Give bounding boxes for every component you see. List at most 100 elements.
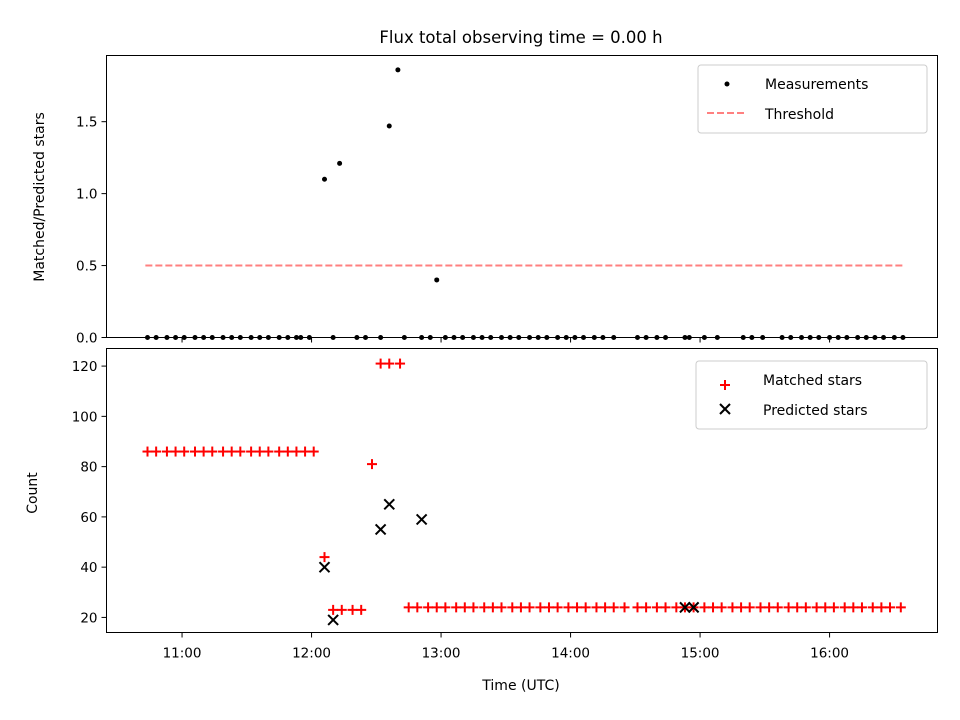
matched-star-point bbox=[496, 602, 507, 613]
matched-star-point bbox=[867, 602, 878, 613]
matched-star-point bbox=[524, 602, 535, 613]
measurement-legend-marker bbox=[724, 81, 730, 87]
matched-star-point bbox=[151, 446, 162, 457]
y-tick-label: 40 bbox=[80, 560, 97, 576]
predicted-legend-marker bbox=[719, 403, 731, 415]
matched-star-point bbox=[580, 602, 591, 613]
y-tick-label: 0.0 bbox=[76, 331, 97, 347]
count-panel: Count 20 40 60 80 100 120 11:00 12:00 13:00 14:0… bbox=[25, 348, 938, 694]
predicted-star-point bbox=[383, 498, 395, 511]
matched-star-point bbox=[764, 602, 775, 613]
matched-star-point bbox=[839, 602, 850, 613]
matched-star-point bbox=[468, 602, 479, 613]
matched-star-point bbox=[375, 358, 386, 369]
matched-star-point bbox=[423, 602, 434, 613]
matched-star-point bbox=[440, 602, 451, 613]
ratio-axes-frame bbox=[106, 55, 938, 338]
x-axis-title: Time (UTC) bbox=[481, 678, 559, 694]
matched-star-point bbox=[772, 602, 783, 613]
matched-star-point bbox=[142, 446, 153, 457]
matched-star-point bbox=[671, 602, 682, 613]
matched-star-point bbox=[736, 602, 747, 613]
matched-star-point bbox=[876, 602, 887, 613]
x-tick-label: 12:00 bbox=[292, 646, 331, 662]
matched-star-point bbox=[641, 602, 652, 613]
matched-star-point bbox=[291, 446, 302, 457]
x-tick-label: 16:00 bbox=[810, 646, 849, 662]
matched-star-point bbox=[552, 602, 563, 613]
matched-star-point bbox=[336, 604, 347, 615]
y-tick-label: 120 bbox=[72, 359, 98, 375]
count-legend: Matched stars Predicted stars bbox=[695, 360, 928, 430]
matched-star-point bbox=[811, 602, 822, 613]
matched-star-point bbox=[572, 602, 583, 613]
matched-star-point bbox=[885, 602, 896, 613]
measurement-point bbox=[386, 123, 392, 129]
matched-star-point bbox=[716, 602, 727, 613]
matched-star-point bbox=[608, 602, 619, 613]
matched-star-point bbox=[274, 446, 285, 457]
matched-star-point bbox=[708, 602, 719, 613]
legend-matched-stars: Matched stars bbox=[763, 373, 862, 389]
matched-star-point bbox=[218, 446, 229, 457]
matched-star-point bbox=[263, 446, 274, 457]
x-tick-label: 13:00 bbox=[422, 646, 461, 662]
matched-star-point bbox=[600, 602, 611, 613]
matched-star-point bbox=[856, 602, 867, 613]
matched-star-point bbox=[246, 446, 257, 457]
count-marks bbox=[142, 358, 906, 626]
predicted-star-point bbox=[374, 523, 387, 536]
measurement-point bbox=[434, 277, 440, 283]
predicted-star-point bbox=[687, 601, 700, 614]
matched-legend-marker bbox=[720, 380, 730, 390]
matched-star-point bbox=[319, 552, 330, 563]
count-legend-box bbox=[695, 360, 928, 430]
measurement-point bbox=[395, 67, 401, 73]
x-tick-label: 11:00 bbox=[163, 646, 202, 662]
matched-star-point bbox=[356, 604, 367, 615]
matched-star-point bbox=[226, 446, 237, 457]
y-tick-label: 1.5 bbox=[76, 115, 97, 131]
matched-star-point bbox=[395, 358, 406, 369]
ratio-legend-box bbox=[697, 64, 928, 134]
predicted-star-point bbox=[318, 561, 331, 573]
y-tick-label: 80 bbox=[80, 460, 97, 476]
matched-star-point bbox=[820, 602, 831, 613]
measurement-point bbox=[322, 176, 328, 182]
y-tick-label: 60 bbox=[80, 510, 97, 526]
matched-star-point bbox=[431, 602, 442, 613]
y-tick-label: 20 bbox=[80, 610, 97, 626]
matched-star-point bbox=[207, 446, 218, 457]
ratio-x-ticks bbox=[181, 337, 831, 343]
matched-star-point bbox=[651, 602, 662, 613]
matched-star-point bbox=[727, 602, 738, 613]
matched-star-point bbox=[828, 602, 839, 613]
measurement-point bbox=[337, 160, 343, 166]
matched-star-point bbox=[412, 602, 423, 613]
matched-star-point bbox=[800, 602, 811, 613]
predicted-star-point bbox=[327, 614, 339, 626]
matched-star-point bbox=[848, 602, 859, 613]
matched-star-point bbox=[487, 602, 498, 613]
ratio-y-axis: 0.0 0.5 1.0 1.5 bbox=[76, 115, 107, 347]
count-x-axis: 11:00 12:00 13:00 14:00 15:00 16:00 bbox=[163, 632, 849, 662]
matched-star-point bbox=[308, 446, 319, 457]
matched-star-point bbox=[591, 602, 602, 613]
ratio-panel: Matched/Predicted stars 0.0 0.5 1.0 1.5 Mea… bbox=[32, 55, 938, 347]
matched-star-point bbox=[198, 446, 209, 457]
matched-star-point bbox=[328, 604, 339, 615]
matched-star-point bbox=[300, 446, 311, 457]
y-tick-label: 100 bbox=[72, 409, 98, 425]
matched-star-point bbox=[179, 446, 190, 457]
count-ylabel: Count bbox=[25, 472, 41, 514]
ratio-legend: Measurements Threshold bbox=[697, 64, 928, 134]
matched-star-point bbox=[235, 446, 246, 457]
matched-star-point bbox=[783, 602, 794, 613]
matched-star-point bbox=[543, 602, 554, 613]
matched-star-point bbox=[366, 459, 377, 470]
y-tick-label: 0.5 bbox=[76, 259, 97, 275]
count-axes-frame bbox=[106, 348, 938, 633]
matched-star-point bbox=[170, 446, 181, 457]
matched-star-point bbox=[282, 446, 293, 457]
